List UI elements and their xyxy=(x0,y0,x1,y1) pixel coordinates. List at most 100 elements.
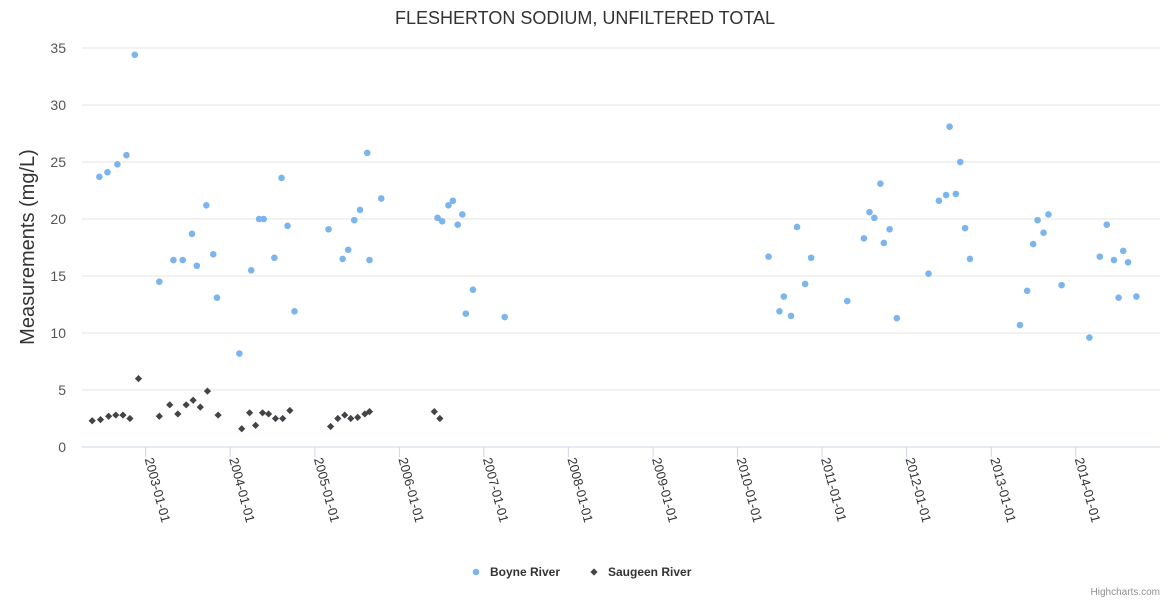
data-point-saugeen xyxy=(182,401,190,409)
data-point-boyne xyxy=(96,173,103,181)
data-point-boyne xyxy=(156,278,163,286)
series-saugeen-river xyxy=(88,375,444,433)
data-point-saugeen xyxy=(347,414,355,423)
data-point-saugeen xyxy=(112,411,120,419)
data-point-boyne xyxy=(114,160,121,168)
data-point-boyne xyxy=(434,214,441,222)
data-point-boyne xyxy=(1103,221,1111,228)
data-point-boyne xyxy=(325,225,332,233)
data-point-boyne xyxy=(271,254,278,262)
data-point-boyne xyxy=(203,202,210,209)
data-point-saugeen xyxy=(354,413,362,421)
data-point-boyne xyxy=(339,255,346,263)
data-point-boyne xyxy=(255,215,263,223)
credits-link[interactable]: Highcharts.com xyxy=(1091,587,1160,598)
data-point-boyne xyxy=(1058,281,1065,289)
data-point-saugeen xyxy=(174,410,182,418)
data-point-boyne xyxy=(1133,293,1140,300)
data-point-boyne xyxy=(236,350,243,357)
chart-title: FLESHERTON SODIUM, UNFILTERED TOTAL xyxy=(395,8,775,28)
data-point-boyne xyxy=(445,202,452,209)
data-point-saugeen xyxy=(119,411,127,419)
data-point-boyne xyxy=(104,168,111,176)
legend-marker-diamond xyxy=(590,568,598,576)
data-point-saugeen xyxy=(134,375,143,383)
data-point-boyne xyxy=(260,215,268,223)
data-point-boyne xyxy=(1110,256,1118,264)
data-point-saugeen xyxy=(105,412,113,420)
data-point-saugeen xyxy=(88,417,96,425)
data-point-boyne xyxy=(807,254,815,262)
data-point-saugeen xyxy=(327,422,335,431)
data-point-boyne xyxy=(1045,211,1052,218)
data-point-boyne xyxy=(213,294,221,301)
data-point-saugeen xyxy=(436,414,444,423)
data-point-boyne xyxy=(170,256,177,264)
data-point-boyne xyxy=(780,293,788,300)
data-point-boyne xyxy=(776,308,783,315)
series-boyne-river xyxy=(96,51,1140,357)
data-point-boyne xyxy=(366,256,373,264)
legend-marker-circle xyxy=(472,568,480,576)
data-point-saugeen xyxy=(214,411,222,419)
data-point-boyne xyxy=(765,253,772,260)
y-tick-label: 30 xyxy=(50,97,66,113)
legend-label: Saugeen River xyxy=(608,565,692,579)
y-tick-label: 15 xyxy=(50,268,66,284)
data-point-saugeen xyxy=(252,421,260,429)
data-point-boyne xyxy=(843,297,851,305)
data-point-boyne xyxy=(363,149,371,157)
legend-item-boyne-river[interactable]: Boyne River xyxy=(472,565,561,579)
data-point-boyne xyxy=(925,270,932,278)
data-point-boyne xyxy=(946,123,953,130)
data-point-saugeen xyxy=(271,414,280,423)
data-point-saugeen xyxy=(286,406,294,415)
data-point-boyne xyxy=(966,255,974,263)
data-point-saugeen xyxy=(196,403,204,411)
y-tick-label: 20 xyxy=(50,211,66,227)
data-point-boyne xyxy=(793,223,801,231)
y-tick-label: 10 xyxy=(50,325,66,341)
data-point-saugeen xyxy=(430,408,438,416)
data-point-boyne xyxy=(193,262,201,270)
data-point-boyne xyxy=(123,151,130,159)
data-point-boyne xyxy=(449,197,457,205)
data-point-saugeen xyxy=(155,412,163,420)
data-point-saugeen xyxy=(126,414,134,423)
data-point-saugeen xyxy=(264,410,273,418)
data-point-boyne xyxy=(469,286,477,293)
data-point-boyne xyxy=(209,251,217,258)
data-point-saugeen xyxy=(245,409,254,417)
data-point-boyne xyxy=(462,310,470,317)
y-axis-ticks: 0 5 10 15 20 25 30 35 xyxy=(50,40,66,455)
data-point-boyne xyxy=(866,208,873,216)
y-axis-label: Measurements (mg/L) xyxy=(17,149,39,345)
data-point-boyne xyxy=(1086,334,1093,341)
data-point-boyne xyxy=(501,313,508,321)
data-point-boyne xyxy=(179,256,186,264)
data-point-saugeen xyxy=(279,414,287,423)
data-point-boyne xyxy=(247,267,255,274)
data-point-boyne xyxy=(1016,321,1024,329)
data-point-boyne xyxy=(350,216,358,224)
gridlines xyxy=(82,47,1160,448)
data-point-boyne xyxy=(1029,240,1037,248)
data-point-boyne xyxy=(961,224,969,232)
data-point-boyne xyxy=(1034,216,1041,224)
data-point-boyne xyxy=(893,314,901,322)
data-point-boyne xyxy=(801,280,809,288)
data-point-boyne xyxy=(860,235,868,242)
data-point-boyne xyxy=(356,206,364,214)
data-point-saugeen xyxy=(341,411,349,419)
data-point-saugeen xyxy=(96,416,105,424)
legend-label: Boyne River xyxy=(490,565,560,579)
data-point-boyne xyxy=(1040,229,1047,236)
data-point-boyne xyxy=(952,190,960,198)
data-point-saugeen xyxy=(166,401,174,409)
data-point-boyne xyxy=(291,308,298,315)
plot-area xyxy=(88,51,1140,433)
data-point-boyne xyxy=(1119,247,1127,255)
legend-item-saugeen-river[interactable]: Saugeen River xyxy=(590,565,692,579)
data-point-boyne xyxy=(1023,287,1031,295)
